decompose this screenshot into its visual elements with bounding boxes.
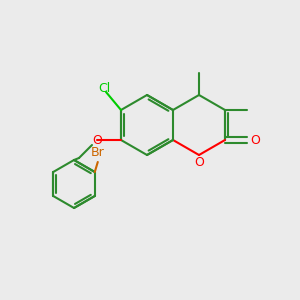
Text: O: O [92,134,102,146]
Text: O: O [250,134,260,146]
Text: O: O [194,157,204,169]
Text: Br: Br [91,146,105,158]
Text: Cl: Cl [98,82,110,94]
